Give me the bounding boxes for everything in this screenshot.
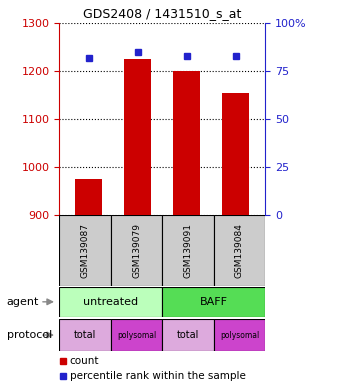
Text: count: count	[70, 356, 99, 366]
Bar	[124, 59, 151, 215]
Bar	[222, 93, 249, 215]
Bar	[214, 319, 265, 351]
Text: protocol: protocol	[7, 330, 52, 340]
Text: polysomal: polysomal	[220, 331, 259, 339]
Bar	[111, 215, 162, 286]
Text: GSM139091: GSM139091	[184, 223, 192, 278]
Bar	[59, 215, 111, 286]
Bar	[111, 319, 162, 351]
Bar	[163, 287, 265, 317]
Bar	[214, 215, 265, 286]
Bar	[59, 287, 163, 317]
Title: GDS2408 / 1431510_s_at: GDS2408 / 1431510_s_at	[83, 7, 241, 20]
Text: GSM139079: GSM139079	[132, 223, 141, 278]
Text: total: total	[177, 330, 199, 340]
Bar	[163, 215, 214, 286]
Bar	[163, 319, 214, 351]
Text: GSM139087: GSM139087	[81, 223, 90, 278]
Text: total: total	[74, 330, 97, 340]
Text: percentile rank within the sample: percentile rank within the sample	[70, 371, 246, 381]
Text: agent: agent	[7, 297, 39, 307]
Bar	[173, 71, 200, 215]
Text: GSM139084: GSM139084	[235, 223, 244, 278]
Bar	[75, 179, 102, 215]
Bar	[59, 319, 111, 351]
Text: polysomal: polysomal	[117, 331, 156, 339]
Text: BAFF: BAFF	[200, 297, 228, 307]
Text: untreated: untreated	[83, 297, 138, 307]
